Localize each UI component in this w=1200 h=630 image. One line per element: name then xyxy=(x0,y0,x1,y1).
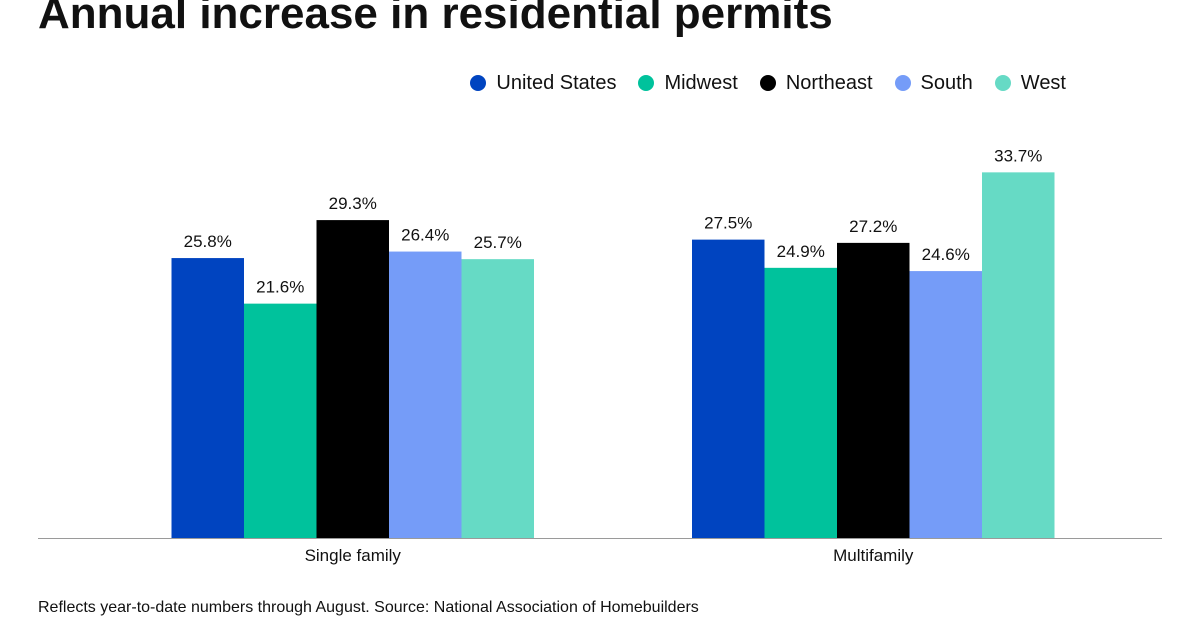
bar xyxy=(692,239,765,538)
bar xyxy=(764,267,837,538)
legend-swatch xyxy=(470,75,487,91)
legend-label: Midwest xyxy=(664,72,738,94)
chart-title: Annual increase in residential permits xyxy=(38,0,833,38)
legend-label: West xyxy=(1020,72,1066,94)
legend: United States Midwest Northeast South West xyxy=(470,70,1066,96)
legend-item: Northeast xyxy=(759,70,873,96)
legend-swatch xyxy=(638,75,655,91)
bar xyxy=(837,242,910,538)
legend-swatch xyxy=(759,75,776,91)
bar xyxy=(171,258,244,538)
legend-swatch xyxy=(894,75,911,91)
bar xyxy=(316,220,389,538)
data-label: 27.5% xyxy=(704,214,752,233)
legend-item: South xyxy=(894,70,973,96)
data-label: 29.3% xyxy=(329,194,377,213)
data-label: 21.6% xyxy=(256,278,304,297)
data-label: 27.2% xyxy=(849,217,897,236)
legend-label: United States xyxy=(496,72,617,94)
data-label: 33.7% xyxy=(994,146,1042,165)
bar xyxy=(389,251,462,538)
data-label: 25.8% xyxy=(184,232,232,251)
bar xyxy=(909,271,982,538)
data-label: 24.9% xyxy=(777,242,825,261)
data-label: 25.7% xyxy=(474,233,522,252)
legend-item: West xyxy=(994,70,1066,96)
legend-label: South xyxy=(920,72,973,94)
bar xyxy=(461,259,534,538)
legend-swatch xyxy=(994,75,1011,91)
category-label: Multifamily xyxy=(833,546,914,565)
legend-item: United States xyxy=(470,70,616,96)
data-label: 26.4% xyxy=(401,226,449,245)
source-note: Reflects year-to-date numbers through Au… xyxy=(38,599,699,616)
bar xyxy=(982,172,1055,539)
data-label: 24.6% xyxy=(922,245,970,264)
legend-label: Northeast xyxy=(785,72,873,94)
bar xyxy=(244,303,317,538)
category-label: Single family xyxy=(305,546,402,565)
legend-item: Midwest xyxy=(638,70,738,96)
